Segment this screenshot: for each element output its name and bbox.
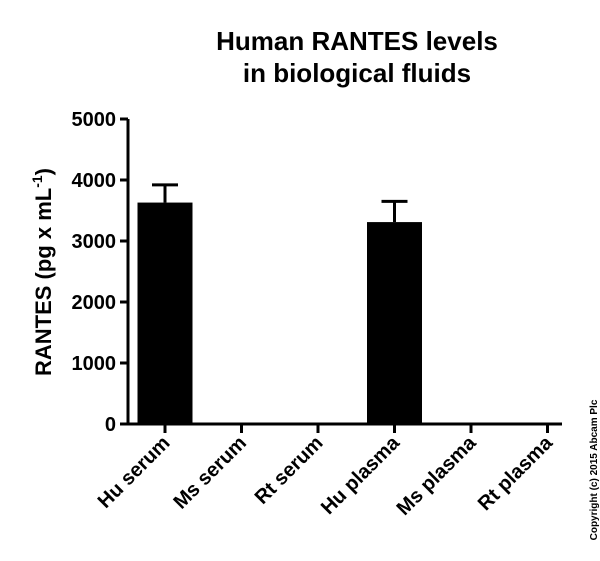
bar xyxy=(367,222,422,424)
y-axis-label-text: RANTES (pg x mL xyxy=(31,188,56,376)
copyright: Copyright (c) 2015 Abcam Plc xyxy=(589,399,600,540)
x-tick-label: Rt plasma xyxy=(474,431,558,515)
chart-title: in biological fluids xyxy=(243,58,471,88)
y-tick-label: 5000 xyxy=(72,109,117,131)
y-axis-label-end: ) xyxy=(31,168,56,175)
y-axis-label: RANTES (pg x mL-1) xyxy=(29,168,56,376)
x-tick-label: Hu plasma xyxy=(317,431,405,519)
chart-title: Human RANTES levels xyxy=(216,26,498,56)
x-tick-label: Ms plasma xyxy=(393,431,481,519)
y-tick-label: 3000 xyxy=(72,231,117,253)
y-axis-label-sup: -1 xyxy=(29,175,45,188)
x-tick-label: Rt serum xyxy=(251,432,328,509)
y-tick-label: 2000 xyxy=(72,292,117,314)
y-tick-label: 0 xyxy=(105,414,116,436)
x-tick-label: Hu serum xyxy=(94,432,175,513)
bar xyxy=(137,202,193,424)
y-tick-label: 4000 xyxy=(72,170,117,192)
x-tick-label: Ms serum xyxy=(169,432,251,514)
y-tick-label: 1000 xyxy=(72,353,117,375)
